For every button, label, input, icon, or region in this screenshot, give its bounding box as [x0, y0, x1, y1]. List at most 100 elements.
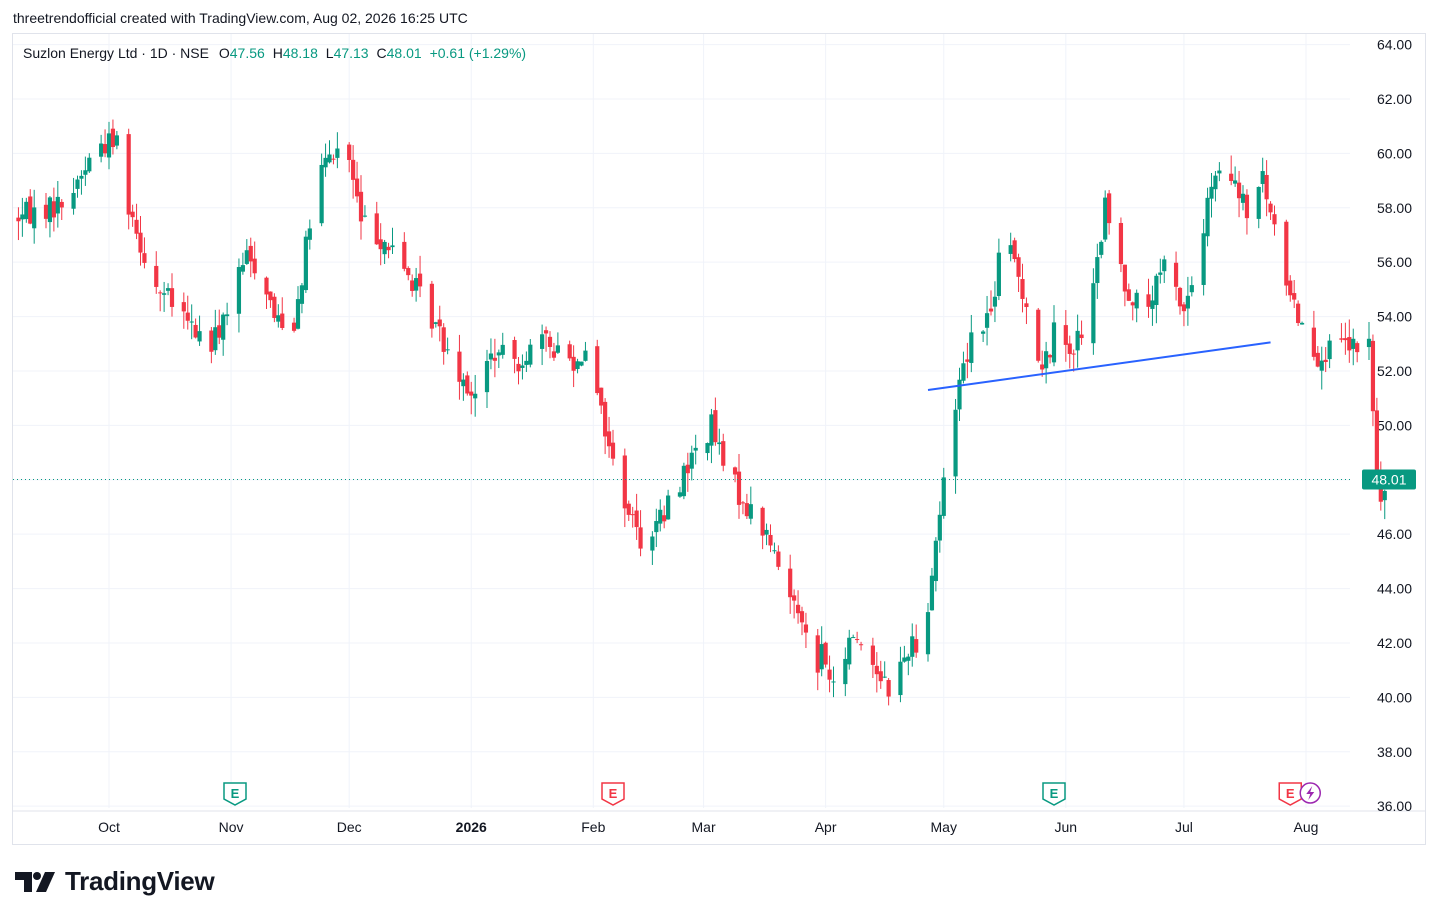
candle-body	[1012, 240, 1017, 260]
candle-down	[358, 175, 364, 240]
candle-body	[1020, 279, 1025, 299]
price-tick-label: 52.00	[1377, 363, 1412, 379]
candle-up	[717, 428, 722, 455]
candle-up	[24, 197, 29, 223]
candle-down	[264, 276, 269, 309]
candle-body	[843, 658, 848, 685]
candle-body	[106, 133, 112, 158]
candles	[16, 119, 1387, 706]
earnings-marker-shape	[223, 782, 247, 806]
candle-body	[217, 325, 222, 338]
candle-body	[417, 273, 423, 287]
candle-body	[772, 550, 777, 552]
candle-down	[878, 660, 883, 689]
candle-down	[386, 242, 391, 259]
candle-body	[1075, 330, 1080, 351]
candle-down	[516, 357, 521, 385]
candle-down	[732, 466, 738, 483]
candle-down	[110, 119, 116, 155]
candle-body	[622, 455, 627, 509]
close-label: C	[376, 45, 387, 61]
candle-body	[1260, 171, 1265, 184]
candle-body	[126, 134, 131, 215]
close-value: 48.01	[386, 45, 422, 61]
candle-down	[886, 678, 891, 706]
candle-down	[551, 342, 557, 361]
candle-body	[307, 228, 312, 240]
candle-body	[1205, 197, 1210, 237]
candle-down	[795, 590, 801, 624]
candle-up	[1366, 322, 1372, 360]
candle-down	[347, 142, 352, 173]
candle-up	[524, 351, 529, 373]
candle-body	[79, 175, 84, 179]
candle-down	[567, 340, 572, 361]
candle-down	[760, 506, 765, 550]
earnings-marker-label: E	[609, 786, 618, 801]
candle-body	[154, 265, 159, 287]
earnings-marker-shape	[601, 782, 625, 806]
trendline	[927, 341, 1271, 392]
tradingview-logo[interactable]: TradingView	[15, 866, 215, 897]
candle-body	[654, 521, 659, 533]
candle-down	[571, 345, 576, 388]
candle-body	[248, 245, 253, 262]
candle-down	[1181, 302, 1187, 327]
candle-body	[1374, 410, 1379, 478]
candle-body	[193, 324, 198, 338]
candle-down	[1040, 350, 1045, 377]
candle-body	[1063, 325, 1068, 345]
candle-body	[1382, 490, 1387, 501]
candle-body	[461, 379, 466, 387]
candle-up	[910, 623, 915, 667]
candle-down	[272, 293, 277, 323]
candle-body	[473, 393, 478, 399]
candle-down	[685, 452, 690, 492]
candle-body	[406, 268, 411, 276]
candle-down	[51, 187, 56, 232]
earnings-marker-label: E	[231, 786, 240, 801]
candle-down	[721, 433, 726, 472]
candle-up	[583, 341, 588, 362]
candle-down	[351, 145, 356, 199]
candle-up	[162, 281, 167, 312]
candle-up	[32, 189, 37, 244]
candle-body	[437, 319, 442, 327]
candle-up	[937, 501, 942, 553]
candle-body	[134, 219, 139, 234]
candle-body	[858, 644, 864, 646]
candle-body	[402, 241, 407, 269]
candle-body	[1272, 214, 1277, 225]
candle-body	[1177, 287, 1183, 307]
candle-up	[677, 486, 683, 498]
candle-down	[138, 216, 143, 266]
candle-body	[788, 568, 793, 598]
candle-up	[666, 489, 671, 520]
candle-up	[1150, 285, 1155, 326]
candle-up	[1233, 166, 1238, 187]
candle-up	[1327, 334, 1332, 369]
candle-up	[681, 462, 686, 500]
candle-down	[1343, 322, 1348, 355]
candle-up	[650, 531, 655, 565]
candle-up	[473, 374, 478, 417]
candle-body	[524, 360, 529, 365]
candle-body	[776, 551, 781, 567]
candle-body	[299, 285, 305, 304]
candle-up	[75, 175, 80, 198]
candle-body	[693, 447, 698, 451]
candle-body	[1044, 351, 1049, 369]
candle-body	[1319, 360, 1324, 371]
candle-down	[406, 266, 411, 281]
candle-body	[244, 250, 249, 264]
candle-body	[981, 331, 986, 334]
candle-down	[914, 624, 919, 658]
candle-body	[1122, 264, 1127, 292]
candle-body	[1051, 322, 1057, 363]
candle-up	[1044, 341, 1049, 384]
candle-body	[547, 336, 553, 347]
candle-body	[638, 527, 643, 549]
candle-body	[1103, 197, 1108, 240]
candle-body	[520, 365, 525, 368]
